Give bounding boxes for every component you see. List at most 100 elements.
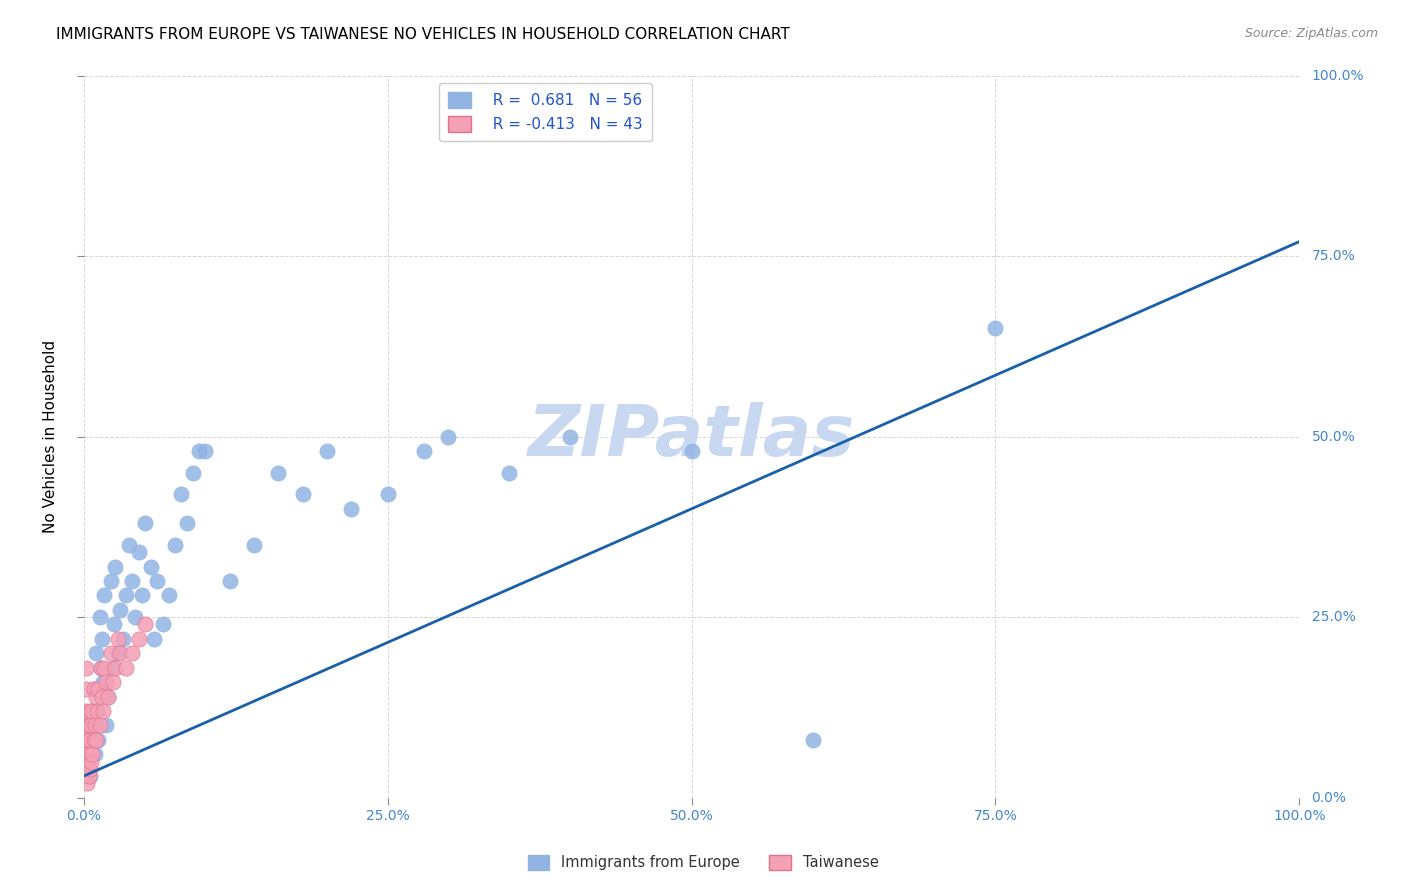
Point [498, 466, 520, 480]
Point [94, 718, 117, 732]
Point [91, 690, 114, 704]
Point [87, 682, 110, 697]
Text: ZIPatlas: ZIPatlas [527, 402, 855, 471]
Point [134, 617, 156, 632]
Point [83, 718, 105, 732]
Text: 75.0%: 75.0% [1312, 249, 1355, 263]
Point [90, 661, 112, 675]
Point [134, 516, 156, 531]
Point [115, 661, 138, 675]
Point [75, 682, 97, 697]
Point [75, 704, 97, 718]
Point [84, 690, 107, 704]
Point [89, 718, 111, 732]
Point [77, 769, 100, 783]
Point [83, 732, 105, 747]
Point [79, 769, 101, 783]
Point [73, 755, 96, 769]
Point [103, 617, 125, 632]
Point [91, 704, 114, 718]
Point [194, 444, 217, 458]
Point [86, 704, 108, 718]
Y-axis label: No Vehicles in Household: No Vehicles in Household [44, 340, 58, 533]
Point [82, 704, 104, 718]
Point [437, 429, 460, 443]
Point [131, 589, 153, 603]
Point [73, 769, 96, 783]
Point [110, 646, 132, 660]
Point [170, 487, 193, 501]
Point [128, 545, 150, 559]
Point [79, 762, 101, 776]
Point [97, 690, 120, 704]
Point [104, 559, 127, 574]
Point [76, 755, 98, 769]
Point [121, 646, 143, 660]
Point [801, 732, 824, 747]
Point [75, 661, 97, 675]
Point [73, 740, 96, 755]
Point [377, 487, 399, 501]
Text: IMMIGRANTS FROM EUROPE VS TAIWANESE NO VEHICLES IN HOUSEHOLD CORRELATION CHART: IMMIGRANTS FROM EUROPE VS TAIWANESE NO V… [56, 27, 790, 42]
Point [101, 661, 124, 675]
Text: 0.0%: 0.0% [1312, 790, 1347, 805]
Point [83, 747, 105, 762]
Point [100, 574, 122, 588]
Point [145, 574, 167, 588]
Point [104, 661, 127, 675]
Point [91, 675, 114, 690]
Point [176, 516, 198, 531]
Point [80, 718, 103, 732]
Point [80, 755, 103, 769]
Text: 100.0%: 100.0% [1312, 69, 1364, 83]
Point [93, 661, 115, 675]
Point [75, 718, 97, 732]
Point [121, 574, 143, 588]
Point [80, 732, 103, 747]
Text: Source: ZipAtlas.com: Source: ZipAtlas.com [1244, 27, 1378, 40]
Point [188, 444, 211, 458]
Point [413, 444, 436, 458]
Point [76, 732, 98, 747]
Point [152, 617, 174, 632]
Point [89, 610, 111, 624]
Point [128, 632, 150, 646]
Point [79, 732, 101, 747]
Point [143, 632, 166, 646]
Point [243, 538, 266, 552]
Point [316, 444, 339, 458]
Point [163, 538, 186, 552]
Point [558, 429, 581, 443]
Point [77, 718, 100, 732]
Point [76, 755, 98, 769]
Point [90, 661, 112, 675]
Point [82, 718, 104, 732]
Text: 25.0%: 25.0% [1312, 610, 1355, 624]
Point [83, 682, 105, 697]
Legend: Immigrants from Europe, Taiwanese: Immigrants from Europe, Taiwanese [522, 848, 884, 876]
Point [79, 704, 101, 718]
Text: 50.0%: 50.0% [1312, 430, 1355, 443]
Point [101, 675, 124, 690]
Point [91, 632, 114, 646]
Point [97, 690, 120, 704]
Point [681, 444, 703, 458]
Point [86, 704, 108, 718]
Point [291, 487, 314, 501]
Point [77, 747, 100, 762]
Point [84, 646, 107, 660]
Point [111, 632, 134, 646]
Point [340, 501, 363, 516]
Point [76, 776, 98, 790]
Legend:   R =  0.681   N = 56,   R = -0.413   N = 43: R = 0.681 N = 56, R = -0.413 N = 43 [439, 83, 652, 141]
Point [84, 732, 107, 747]
Point [83, 682, 105, 697]
Point [984, 321, 1007, 335]
Point [87, 732, 110, 747]
Point [267, 466, 290, 480]
Point [107, 632, 129, 646]
Point [157, 589, 180, 603]
Point [139, 559, 162, 574]
Point [93, 589, 115, 603]
Point [94, 675, 117, 690]
